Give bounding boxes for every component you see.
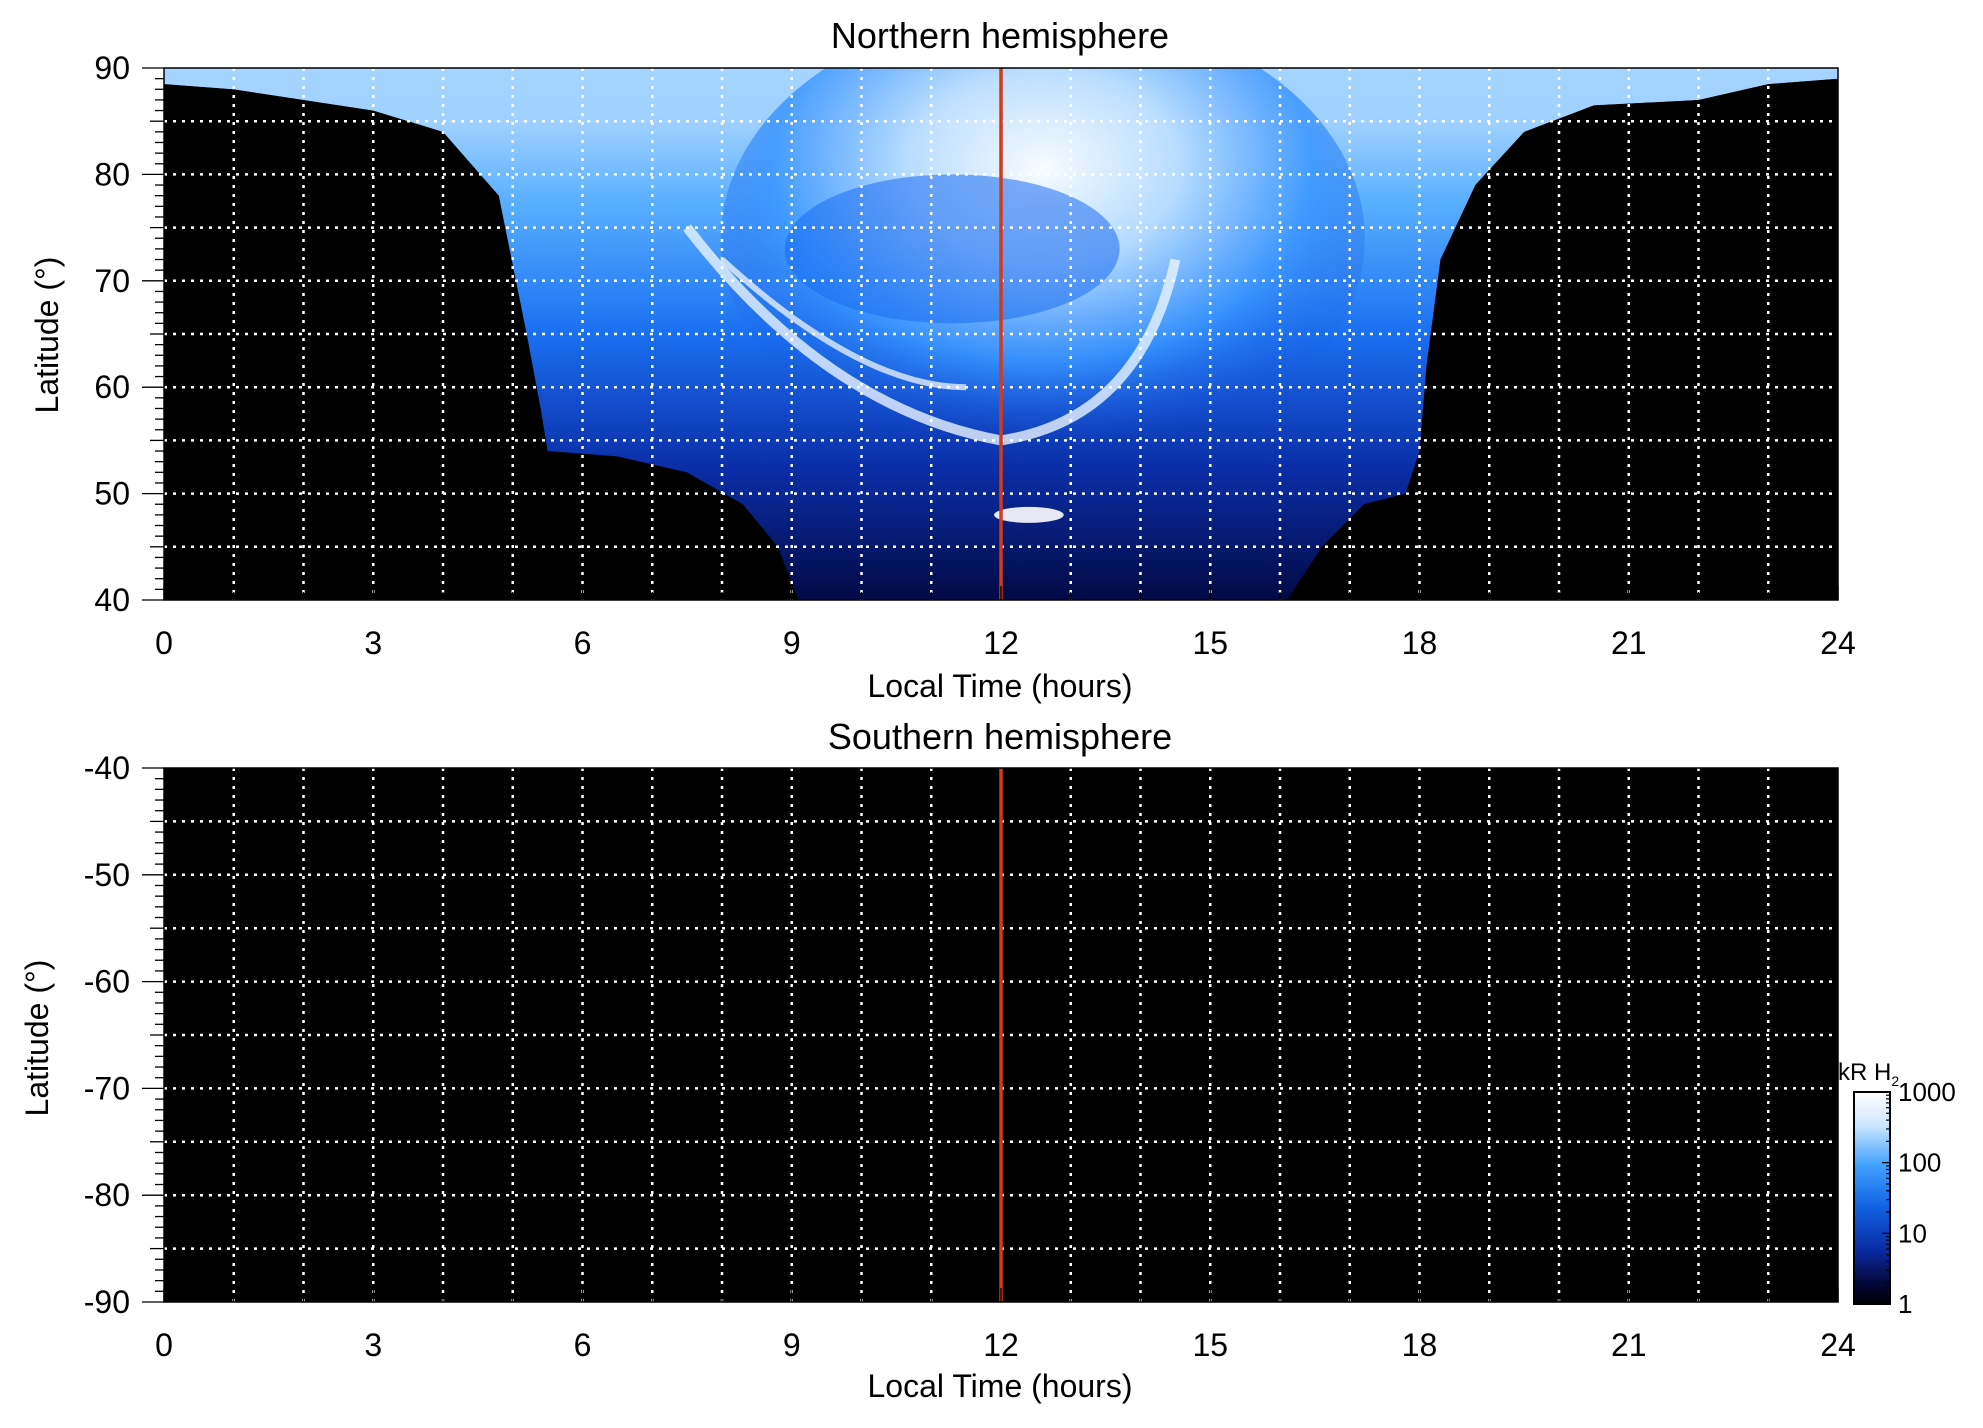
south-panel: Southern hemisphere -40 -50 -60 -70 -80 -90 0 3… bbox=[19, 716, 1856, 1404]
north-xlabel: Local Time (hours) bbox=[868, 668, 1133, 704]
colorbar-label: kR H2 bbox=[1838, 1059, 1899, 1089]
x-tick-label: 12 bbox=[983, 625, 1019, 661]
colorbar-tick-label: 100 bbox=[1898, 1148, 1941, 1178]
x-tick-label: 18 bbox=[1402, 625, 1438, 661]
north-plot-area: 90 80 70 60 50 40 0 3 6 9 12 15 18 21 24 bbox=[94, 50, 1856, 661]
x-tick-label: 0 bbox=[155, 625, 173, 661]
x-tick-label: 12 bbox=[983, 1327, 1019, 1363]
south-ylabel: Latitude (°) bbox=[19, 960, 55, 1117]
y-tick-label: -40 bbox=[84, 750, 130, 786]
x-tick-label: 6 bbox=[574, 625, 592, 661]
colorbar-tick-label: 1000 bbox=[1898, 1077, 1956, 1107]
oval-interior bbox=[784, 174, 1120, 324]
north-ylabel: Latitude (°) bbox=[29, 257, 65, 414]
y-tick-label: 70 bbox=[94, 263, 130, 299]
x-tick-label: 21 bbox=[1611, 1327, 1647, 1363]
y-tick-label: -90 bbox=[84, 1284, 130, 1320]
y-tick-label: -70 bbox=[84, 1070, 130, 1106]
colorbar-tick-label: 10 bbox=[1898, 1218, 1927, 1248]
x-tick-label: 9 bbox=[783, 1327, 801, 1363]
x-axis: 0 3 6 9 12 15 18 21 24 bbox=[155, 1288, 1856, 1363]
x-tick-label: 15 bbox=[1192, 1327, 1228, 1363]
y-tick-label: -50 bbox=[84, 857, 130, 893]
colorbar-ticks: 1000 100 10 1 bbox=[1882, 1077, 1956, 1319]
x-tick-label: 0 bbox=[155, 1327, 173, 1363]
y-tick-label: -80 bbox=[84, 1177, 130, 1213]
south-xlabel: Local Time (hours) bbox=[868, 1368, 1133, 1404]
x-tick-label: 24 bbox=[1820, 625, 1856, 661]
noon-bright-spot bbox=[994, 506, 1064, 523]
south-plot-area: -40 -50 -60 -70 -80 -90 0 3 6 9 12 15 18 21 24 bbox=[84, 750, 1856, 1363]
x-tick-label: 3 bbox=[364, 625, 382, 661]
y-tick-label: 80 bbox=[94, 156, 130, 192]
auroral-arc-inner bbox=[719, 257, 967, 391]
x-tick-label: 6 bbox=[574, 1327, 592, 1363]
x-tick-label: 15 bbox=[1192, 625, 1228, 661]
x-axis: 0 3 6 9 12 15 18 21 24 bbox=[155, 586, 1856, 661]
y-tick-label: 60 bbox=[94, 369, 130, 405]
north-title: Northern hemisphere bbox=[831, 15, 1169, 56]
y-tick-label: -60 bbox=[84, 964, 130, 1000]
x-tick-label: 21 bbox=[1611, 625, 1647, 661]
south-title: Southern hemisphere bbox=[828, 716, 1172, 757]
x-tick-label: 3 bbox=[364, 1327, 382, 1363]
colorbar-gradient bbox=[1853, 1091, 1891, 1305]
x-tick-label: 18 bbox=[1402, 1327, 1438, 1363]
colorbar: kR H2 1000 100 10 1 bbox=[1838, 1059, 1956, 1319]
y-axis: -40 -50 -60 -70 -80 -90 bbox=[84, 750, 164, 1320]
y-tick-label: 90 bbox=[94, 50, 130, 86]
colorbar-tick-label: 1 bbox=[1898, 1289, 1912, 1319]
y-tick-label: 40 bbox=[94, 582, 130, 618]
y-tick-label: 50 bbox=[94, 476, 130, 512]
y-axis: 90 80 70 60 50 40 bbox=[94, 50, 164, 618]
x-tick-label: 24 bbox=[1820, 1327, 1856, 1363]
x-tick-label: 9 bbox=[783, 625, 801, 661]
auroral-arc bbox=[683, 224, 1181, 446]
north-panel: Northern hemisphere 90 80 70 60 50 40 0 3 6 9 12 15… bbox=[29, 15, 1856, 704]
